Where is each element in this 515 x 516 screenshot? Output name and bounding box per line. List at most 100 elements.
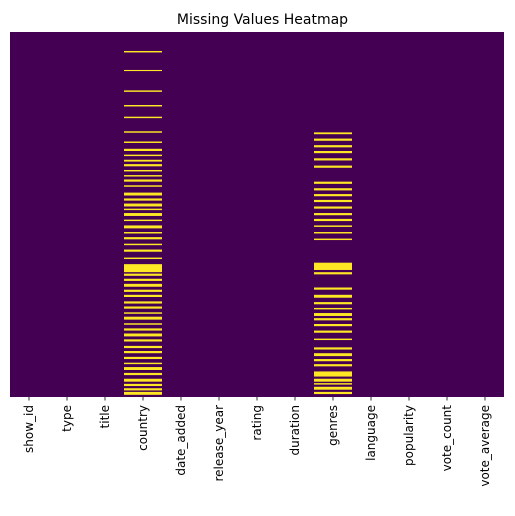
missing-cell-genres-11 (314, 213, 352, 216)
missing-cell-genres-1 (314, 138, 352, 141)
missing-cell-genres-35 (314, 391, 352, 395)
x-tick-label-duration: duration (288, 405, 302, 456)
missing-cell-country-50 (124, 391, 162, 395)
missing-cell-genres-7 (314, 188, 352, 191)
x-tick-label-genres: genres (326, 405, 340, 446)
missing-cell-genres-16 (314, 262, 352, 270)
missing-cell-genres-23 (314, 318, 352, 321)
missing-cell-country-22 (124, 232, 162, 234)
x-tick-label-date_added: date_added (174, 405, 188, 476)
missing-cell-country-23 (124, 237, 162, 240)
missing-cell-genres-14 (314, 232, 352, 234)
missing-cells (124, 50, 352, 395)
missing-cell-country-26 (124, 257, 162, 260)
x-tick-label-country: country (136, 405, 150, 451)
missing-cell-country-18 (124, 208, 162, 211)
missing-cell-country-29 (124, 278, 162, 281)
x-tick-label-language: language (364, 405, 378, 461)
missing-cell-genres-34 (314, 386, 352, 390)
missing-cell-country-42 (124, 351, 162, 354)
missing-cell-country-48 (124, 383, 162, 387)
missing-cell-country-14 (124, 185, 162, 187)
missing-cell-country-43 (124, 356, 162, 360)
x-tick-label-release_year: release_year (212, 405, 226, 482)
missing-cell-genres-27 (314, 347, 352, 350)
missing-cell-country-41 (124, 345, 162, 349)
x-tick-label-vote_count: vote_count (440, 405, 454, 472)
missing-cell-country-12 (124, 175, 162, 177)
missing-cell-country-36 (124, 316, 162, 320)
x-tick-label-show_id: show_id (22, 405, 36, 453)
x-tick-label-popularity: popularity (402, 405, 416, 466)
missing-cell-country-46 (124, 372, 162, 376)
missing-cell-country-30 (124, 283, 162, 287)
missing-cell-genres-29 (314, 359, 352, 362)
missing-cell-country-35 (124, 312, 162, 314)
missing-cell-country-20 (124, 219, 162, 222)
missing-cell-genres-33 (314, 383, 352, 385)
missing-cell-genres-5 (314, 165, 352, 168)
missing-cell-genres-22 (314, 313, 352, 316)
heatmap-plot-area (10, 32, 504, 397)
missing-cell-country-34 (124, 306, 162, 309)
heatmap-background (10, 32, 504, 397)
x-tick-label-rating: rating (250, 405, 264, 441)
missing-cell-genres-32 (314, 378, 352, 382)
x-axis-ticks: show_id type title country date_added release… (22, 397, 492, 487)
missing-cell-genres-28 (314, 353, 352, 357)
missing-cell-country-47 (124, 378, 162, 382)
missing-cell-genres-19 (314, 294, 352, 298)
missing-cell-country-33 (124, 301, 162, 304)
missing-cell-genres-0 (314, 132, 352, 135)
missing-cell-genres-20 (314, 302, 352, 305)
missing-cell-country-32 (124, 294, 162, 297)
missing-cell-genres-4 (314, 158, 352, 161)
missing-cell-country-49 (124, 388, 162, 391)
missing-cell-genres-17 (314, 272, 352, 275)
missing-cell-country-16 (124, 198, 162, 201)
missing-cell-genres-21 (314, 307, 352, 310)
missing-cell-country-0 (124, 50, 162, 53)
missing-cell-country-19 (124, 213, 162, 216)
x-tick-label-vote_average: vote_average (478, 405, 492, 487)
missing-cell-genres-15 (314, 238, 352, 241)
missing-cell-country-24 (124, 243, 162, 246)
missing-cell-country-17 (124, 203, 162, 207)
missing-cell-genres-2 (314, 145, 352, 148)
missing-cell-country-5 (124, 131, 162, 133)
missing-cell-country-7 (124, 148, 162, 151)
missing-cell-country-40 (124, 339, 162, 342)
missing-cell-country-8 (124, 154, 162, 157)
missing-cell-country-13 (124, 179, 162, 182)
missing-cell-country-11 (124, 169, 162, 172)
missing-cell-country-31 (124, 289, 162, 292)
missing-cell-country-37 (124, 323, 162, 325)
missing-cell-country-4 (124, 116, 162, 119)
missing-cell-genres-3 (314, 150, 352, 154)
missing-cell-genres-12 (314, 218, 352, 222)
missing-cell-country-28 (124, 273, 162, 276)
missing-cell-genres-13 (314, 225, 352, 227)
missing-cell-country-9 (124, 159, 162, 162)
missing-cell-country-27 (124, 264, 162, 273)
missing-cell-country-2 (124, 90, 162, 92)
missing-cell-country-21 (124, 225, 162, 229)
x-tick-label-title: title (98, 405, 112, 428)
missing-cell-country-10 (124, 164, 162, 167)
missing-cell-genres-30 (314, 364, 352, 367)
missing-cell-genres-9 (314, 199, 352, 203)
missing-cell-country-6 (124, 141, 162, 143)
missing-cell-country-1 (124, 69, 162, 72)
missing-cell-genres-10 (314, 206, 352, 209)
missing-cell-country-38 (124, 328, 162, 331)
missing-cell-genres-8 (314, 194, 352, 197)
chart-title: Missing Values Heatmap (177, 12, 348, 28)
missing-cell-country-15 (124, 192, 162, 196)
missing-cell-genres-24 (314, 324, 352, 327)
missing-cell-genres-26 (314, 338, 352, 341)
missing-cell-genres-31 (314, 371, 352, 377)
missing-cell-country-3 (124, 105, 162, 107)
missing-cell-country-39 (124, 333, 162, 337)
missing-cell-genres-6 (314, 181, 352, 184)
